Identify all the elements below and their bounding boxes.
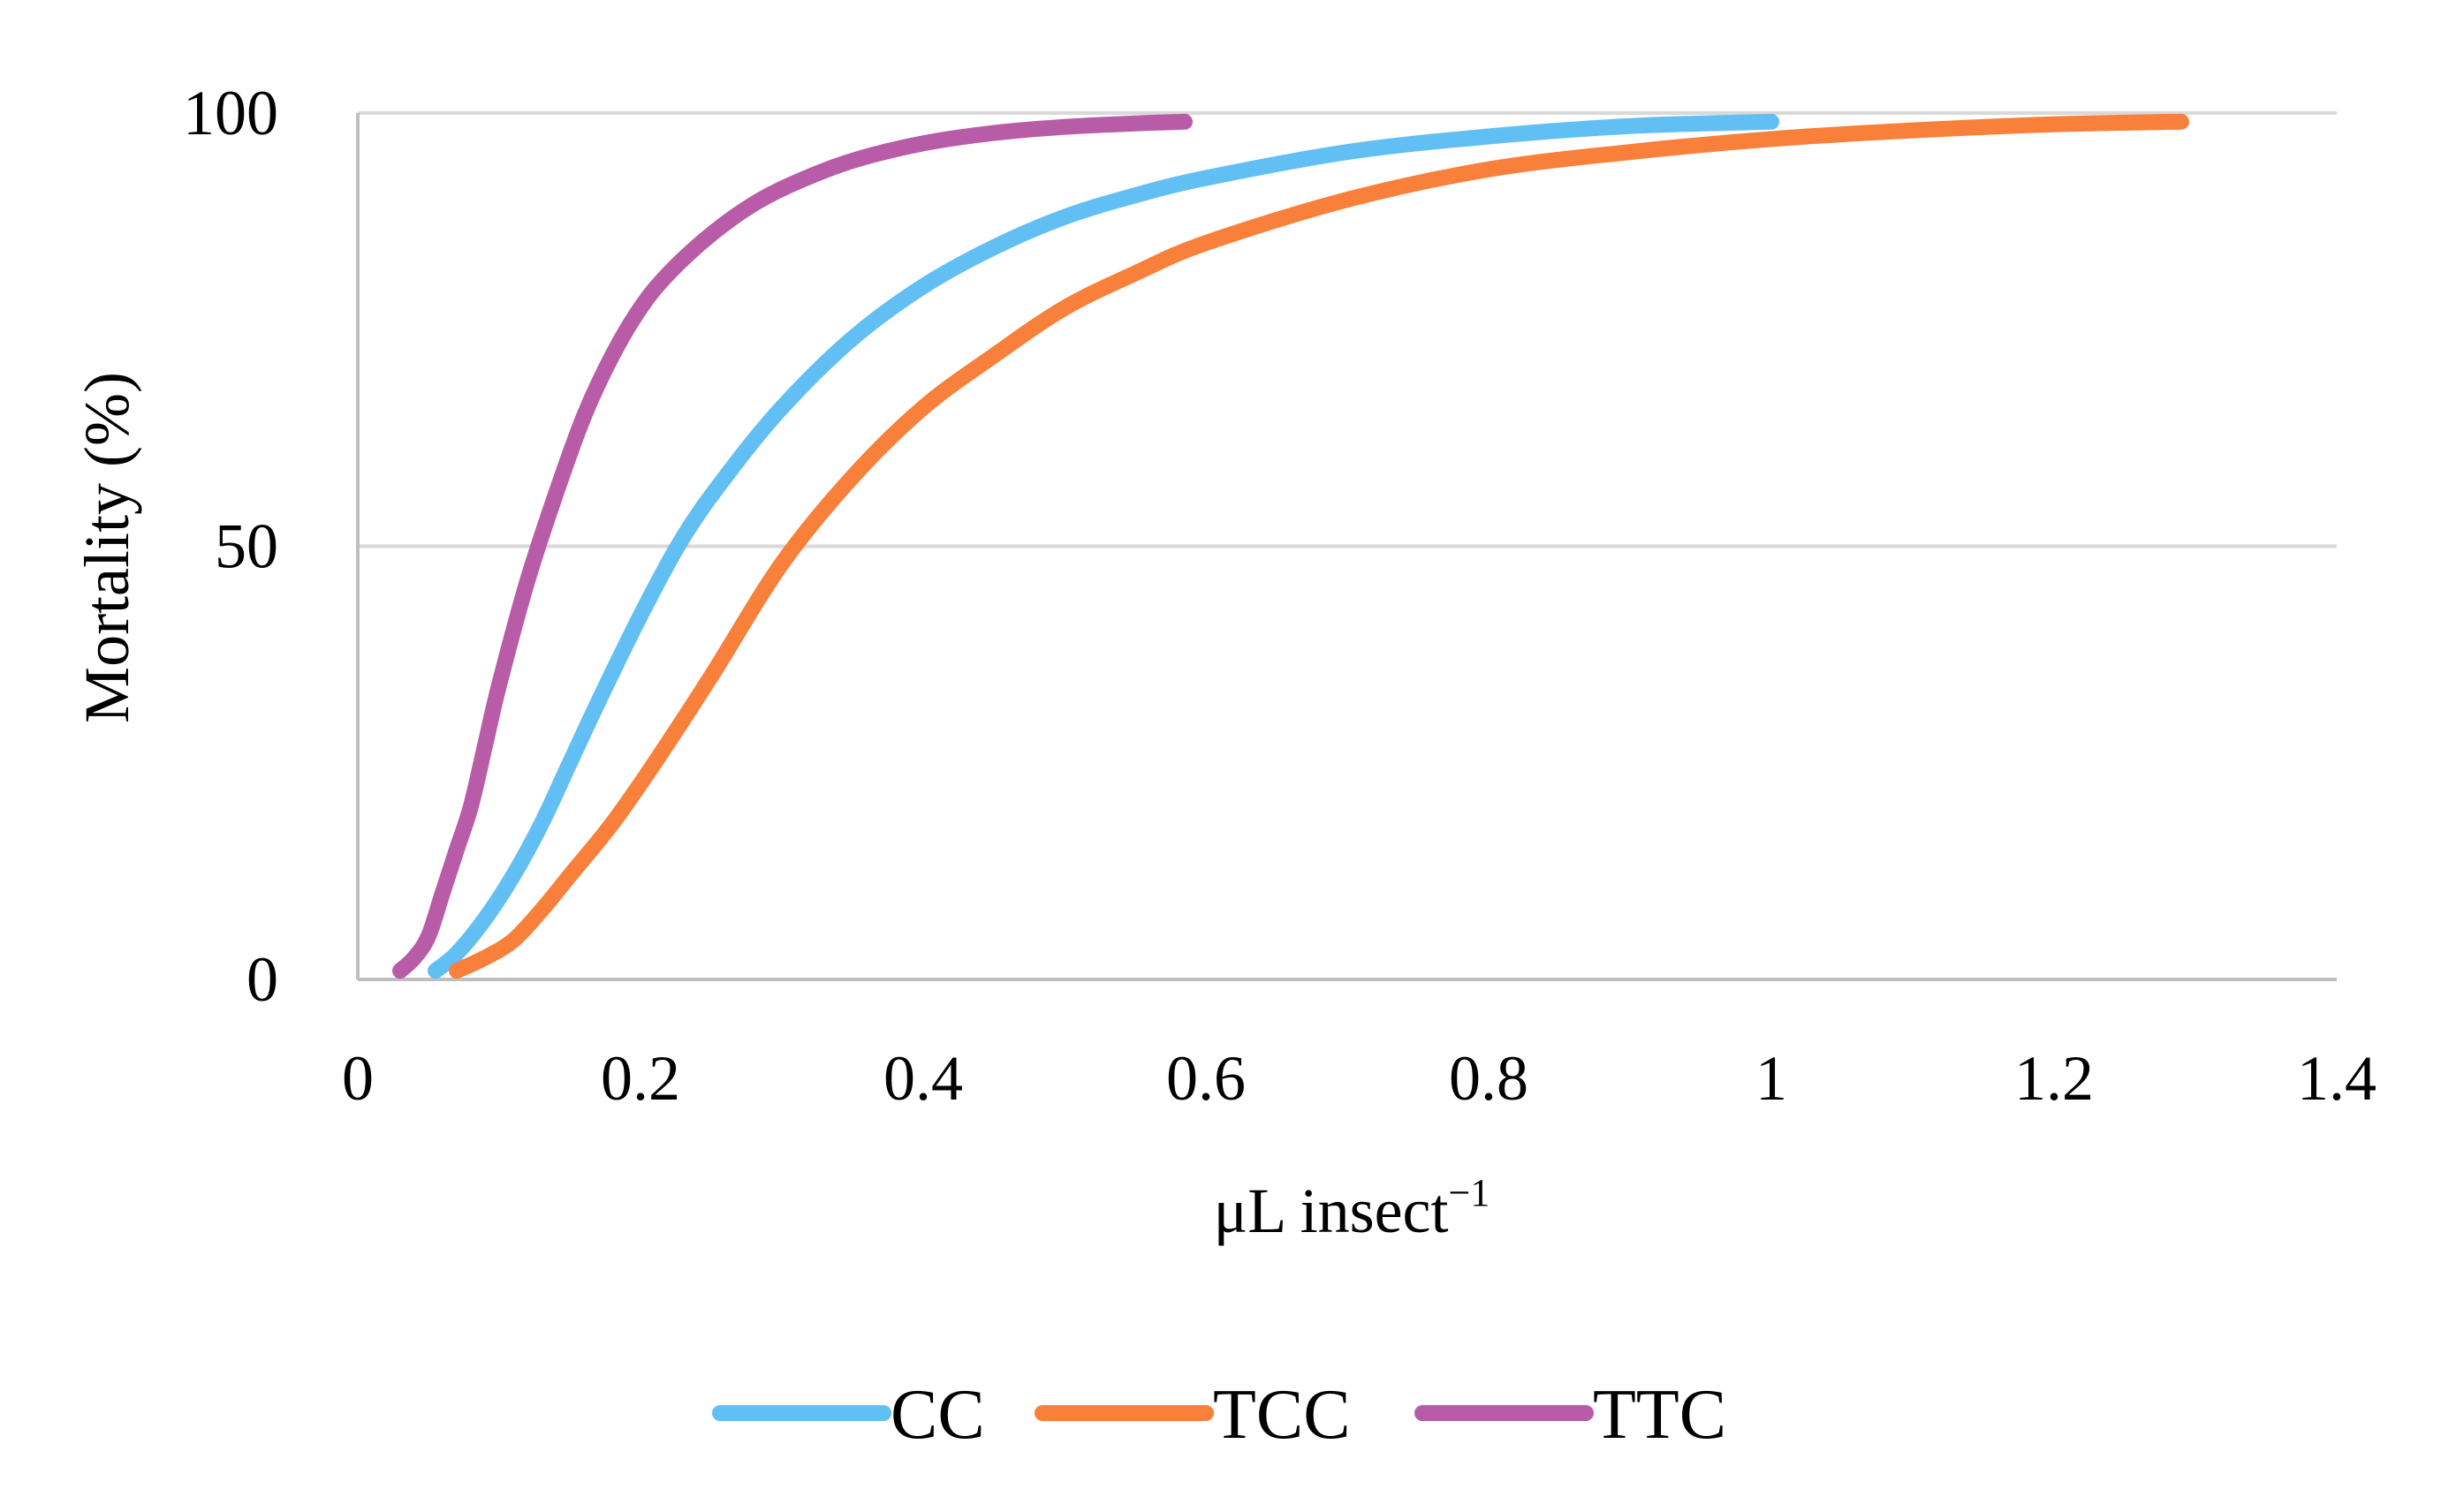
x-tick-label: 0.8: [1449, 1043, 1528, 1114]
y-tick-label: 100: [183, 78, 278, 148]
series-lines: [392, 113, 2189, 979]
x-tick-label: 0: [342, 1043, 374, 1114]
x-tick-label: 0.6: [1166, 1043, 1246, 1114]
x-axis-title: μL insect−1: [1214, 1171, 1490, 1246]
y-tick-label: 0: [246, 944, 278, 1015]
legend-label: TTC: [1593, 1376, 1726, 1454]
tick-labels: 0 0.2 0.4 0.6 0.8 1 1.2 1.4 0 50 100: [183, 78, 2377, 1114]
x-tick-label: 1: [1755, 1043, 1787, 1114]
legend-item-cc: CC: [712, 1376, 985, 1454]
x-tick-label: 1.4: [2297, 1043, 2377, 1114]
series-line-tcc: [449, 113, 2189, 979]
series-line-ttc: [392, 113, 1193, 979]
gridlines: [358, 111, 2337, 548]
x-tick-label: 0.2: [601, 1043, 680, 1114]
x-tick-label: 1.2: [2014, 1043, 2094, 1114]
legend-label: TCC: [1213, 1376, 1351, 1454]
y-axis-title: Mortality (%): [72, 372, 142, 723]
x-tick-label: 0.4: [883, 1043, 963, 1114]
axes: [356, 113, 2337, 981]
legend: CC TCC TTC: [712, 1376, 1726, 1454]
y-tick-label: 50: [215, 511, 278, 582]
legend-item-ttc: TTC: [1414, 1376, 1726, 1454]
legend-item-tcc: TCC: [1035, 1376, 1351, 1454]
series-line-cc: [428, 113, 1779, 979]
legend-label: CC: [891, 1376, 985, 1454]
